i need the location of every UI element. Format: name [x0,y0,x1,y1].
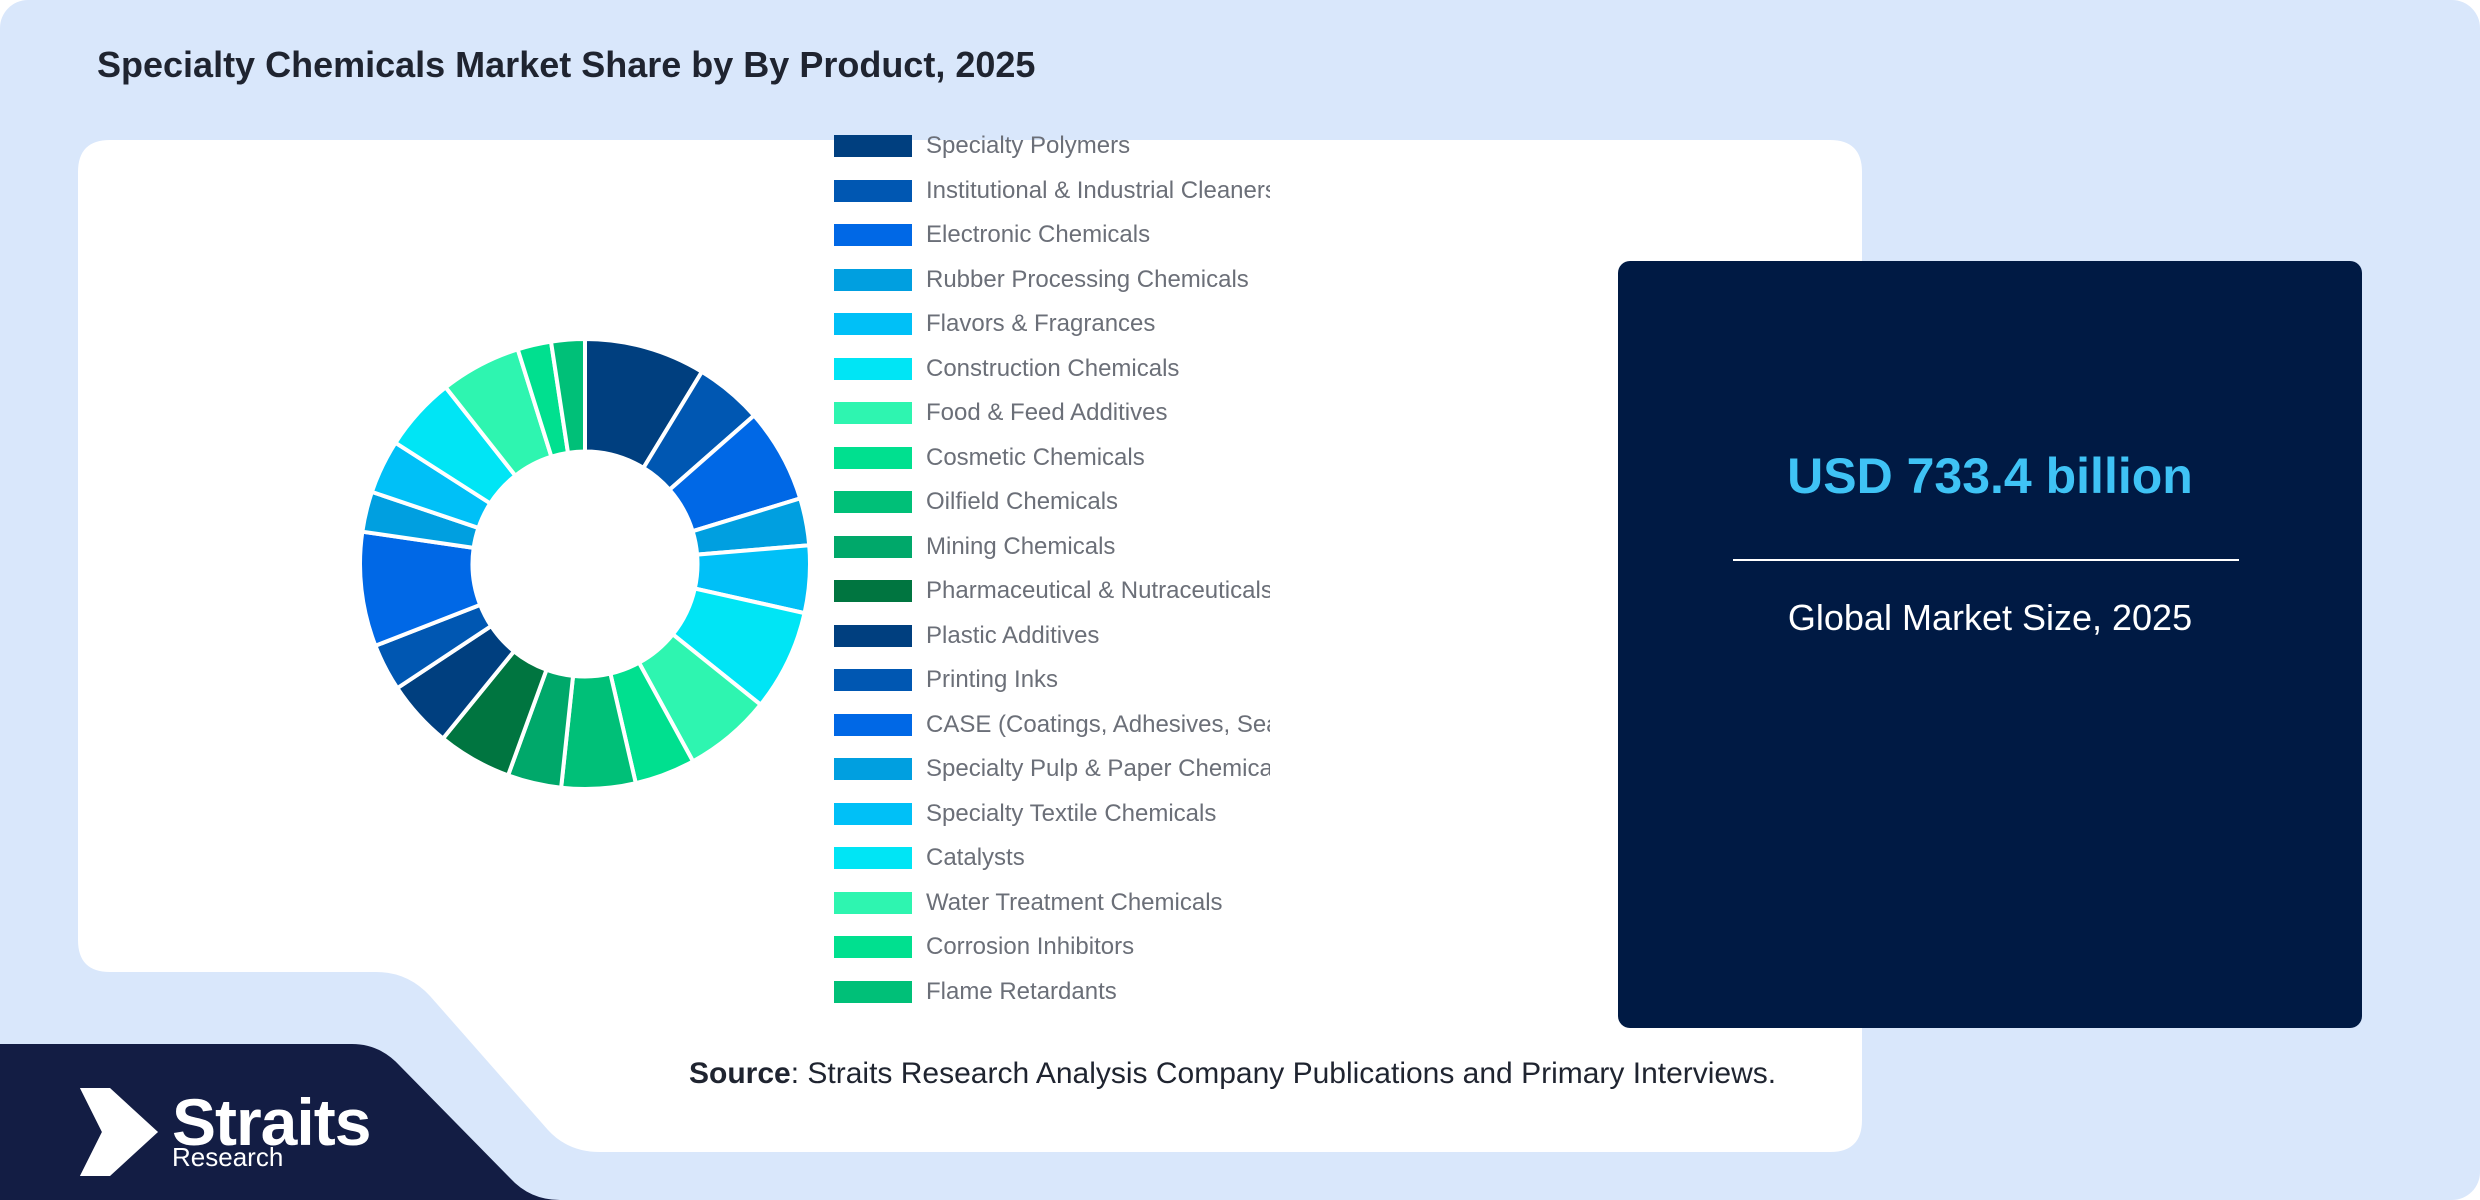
legend-item: Water Treatment Chemicals [834,881,1270,926]
legend-swatch [834,758,912,781]
logo-subtitle: Research [172,1142,284,1172]
legend-label: Food & Feed Additives [926,399,1168,427]
legend-swatch [834,713,912,736]
legend-item: Construction Chemicals [834,347,1270,392]
legend-item: Flame Retardants [834,970,1270,1015]
legend-swatch [834,402,912,425]
legend-swatch [834,802,912,825]
legend-label: Oilfield Chemicals [926,488,1119,516]
legend-swatch [834,980,912,1003]
logo-name: Straits [172,1085,371,1159]
legend-item: Institutional & Industrial Cleaners [834,169,1270,214]
legend-label: Water Treatment Chemicals [926,888,1223,916]
legend-swatch [834,535,912,558]
legend-item: Mining Chemicals [834,525,1270,570]
legend-swatch [834,224,912,247]
legend-swatch [834,580,912,603]
legend-label: Plastic Additives [926,621,1100,649]
source-note: Source: Straits Research Analysis Compan… [689,1057,1776,1091]
legend-label: CASE (Coatings, Adhesives, Sealants & El… [926,710,1270,738]
legend-swatch [834,847,912,870]
legend-swatch [834,446,912,469]
legend-item: CASE (Coatings, Adhesives, Sealants & El… [834,703,1270,748]
legend-label: Rubber Processing Chemicals [926,265,1249,293]
legend-label: Catalysts [926,844,1025,872]
legend-swatch [834,357,912,380]
legend-item: Specialty Polymers [834,124,1270,169]
source-text: : Straits Research Analysis Company Publ… [790,1057,1777,1090]
legend-label: Printing Inks [926,666,1059,694]
legend-label: Specialty Polymers [926,132,1131,160]
chart-title: Specialty Chemicals Market Share by By P… [97,44,1036,85]
legend-swatch [834,268,912,291]
legend-label: Pharmaceutical & Nutraceuticals [926,577,1270,605]
legend-label: Corrosion Inhibitors [926,933,1135,961]
legend-swatch [834,891,912,914]
logo-arrow-icon [80,1088,158,1176]
legend-item: Plastic Additives [834,614,1270,659]
legend-swatch [834,313,912,336]
logo-band [0,1044,560,1200]
legend-item: Catalysts [834,836,1270,881]
legend-item: Flavors & Fragrances [834,302,1270,347]
legend-item: Printing Inks [834,658,1270,703]
legend-label: Construction Chemicals [926,354,1180,382]
donut-slices [358,336,812,791]
legend-swatch [834,936,912,959]
legend-item: Oilfield Chemicals [834,480,1270,525]
legend-label: Electronic Chemicals [926,221,1151,249]
legend-label: Flavors & Fragrances [926,310,1156,338]
divider [1733,559,2239,561]
legend-label: Flame Retardants [926,977,1117,1005]
legend-label: Specialty Pulp & Paper Chemicals [926,755,1270,783]
legend-item: Cosmetic Chemicals [834,436,1270,481]
legend-item: Corrosion Inhibitors [834,925,1270,970]
legend-item: Rubber Processing Chemicals [834,258,1270,303]
donut-slice [548,336,587,456]
legend-swatch [834,669,912,692]
legend-swatch [834,179,912,202]
market-size-value: USD 733.4 billion [1787,448,2193,504]
straits-research-logo: Straits Research [80,1085,400,1186]
legend-item: Specialty Textile Chemicals [834,792,1270,837]
chart-legend: Specialty Polymers Institutional & Indust… [834,124,1270,1014]
legend-label: Mining Chemicals [926,532,1116,560]
legend-swatch [834,624,912,647]
legend-item: Electronic Chemicals [834,213,1270,258]
market-size-caption: Global Market Size, 2025 [1787,597,2193,638]
legend-item: Specialty Pulp & Paper Chemicals [834,747,1270,792]
source-label: Source [689,1057,791,1090]
market-size-panel: USD 733.4 billion Global Market Size, 20… [1618,261,2362,1028]
legend-label: Institutional & Industrial Cleaners [926,176,1270,204]
legend-item: Food & Feed Additives [834,391,1270,436]
legend-swatch [834,135,912,158]
legend-item: Pharmaceutical & Nutraceuticals [834,569,1270,614]
legend-swatch [834,491,912,514]
legend-label: Cosmetic Chemicals [926,443,1145,471]
legend-label: Specialty Textile Chemicals [926,799,1217,827]
